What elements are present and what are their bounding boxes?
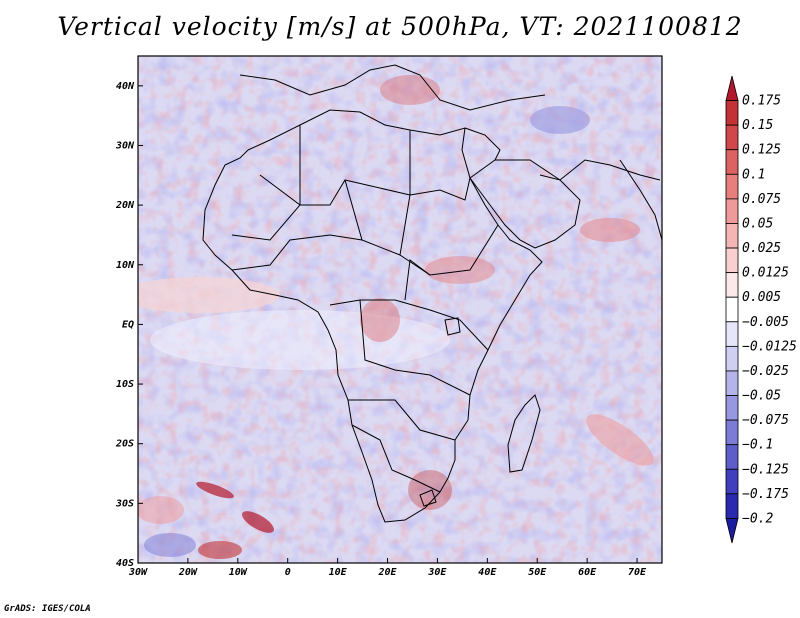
colorbar-swatch bbox=[725, 247, 739, 274]
lesotho bbox=[419, 489, 437, 507]
x-tick-label: 70E bbox=[628, 567, 647, 578]
x-tick-label: 10W bbox=[229, 567, 248, 578]
y-tick-label: 20N bbox=[115, 200, 135, 211]
chart-title: Vertical velocity [m/s] at 500hPa, VT: 2… bbox=[57, 12, 743, 41]
border-5 bbox=[399, 224, 499, 276]
border-2 bbox=[231, 174, 301, 241]
colorbar-swatch bbox=[725, 173, 739, 200]
colorbar-swatch bbox=[725, 395, 739, 421]
border-6 bbox=[329, 299, 489, 351]
credit-text: GrADS: IGES/COLA bbox=[4, 604, 91, 614]
colorbar-label: 0.125 bbox=[742, 143, 781, 158]
velocity-field bbox=[138, 56, 662, 563]
colorbar-label: −0.005 bbox=[742, 315, 789, 330]
colorbar-label: 0.005 bbox=[742, 290, 781, 305]
colorbar-label: −0.2 bbox=[742, 511, 773, 526]
colorbar-label: 0.025 bbox=[742, 241, 781, 256]
border-11 bbox=[404, 259, 431, 301]
colorbar-swatch bbox=[725, 518, 739, 544]
x-tick-label: 30E bbox=[427, 567, 447, 578]
colorbar-label: 0.15 bbox=[742, 118, 773, 133]
border-1 bbox=[299, 125, 411, 206]
colorbar: 0.175 0.15 0.125 0.1 0.075 0.05 0.025 0.0125 0.0… bbox=[725, 75, 797, 544]
x-tick-label: 0 bbox=[285, 567, 291, 578]
x-tick-label: 30W bbox=[128, 567, 148, 578]
colorbar-label: −0.075 bbox=[742, 413, 789, 428]
coastlines bbox=[202, 64, 662, 523]
map-frame bbox=[137, 55, 663, 564]
colorbar-label: −0.125 bbox=[742, 462, 789, 477]
colorbar-label: 0.1 bbox=[742, 167, 765, 182]
border-7 bbox=[359, 299, 471, 396]
y-tick-label: 10N bbox=[116, 260, 135, 271]
colorbar-label: −0.025 bbox=[742, 364, 789, 379]
persian-gulf bbox=[539, 159, 661, 181]
red-sea bbox=[464, 127, 501, 161]
colorbar-label: −0.0125 bbox=[742, 339, 797, 354]
colorbar-swatch bbox=[725, 493, 739, 519]
border-10 bbox=[231, 234, 363, 271]
colorbar-swatch bbox=[725, 345, 739, 372]
y-tick-label: 40S bbox=[116, 558, 134, 569]
colorbar-label: −0.1 bbox=[742, 438, 773, 453]
x-tick-label: 40E bbox=[478, 567, 497, 578]
x-tick-label: 20E bbox=[377, 567, 397, 578]
border-4 bbox=[409, 177, 471, 201]
x-tick-label: 20W bbox=[178, 567, 198, 578]
colorbar-swatch bbox=[725, 223, 739, 249]
colorbar-swatch bbox=[725, 444, 739, 470]
colorbar-label: 0.175 bbox=[742, 94, 781, 109]
madagascar-coast bbox=[507, 394, 541, 473]
india-coast bbox=[619, 159, 662, 241]
colorbar-swatch bbox=[725, 198, 739, 224]
x-tick-label: 50E bbox=[528, 567, 547, 578]
y-tick-label: 30N bbox=[115, 140, 135, 151]
colorbar-label: −0.05 bbox=[742, 389, 781, 404]
y-tick-label: 30S bbox=[115, 498, 134, 509]
colorbar-swatch bbox=[725, 75, 739, 101]
x-tick-label: 60E bbox=[578, 567, 597, 578]
x-tick-label: 10E bbox=[329, 567, 348, 578]
y-tick-label: 40N bbox=[116, 81, 135, 92]
lake-victoria bbox=[444, 317, 461, 336]
border-9 bbox=[351, 424, 441, 493]
colorbar-swatch bbox=[725, 272, 739, 298]
colorbar-swatch bbox=[725, 124, 739, 151]
colorbar-swatch bbox=[725, 100, 739, 126]
colorbar-swatch bbox=[725, 321, 739, 347]
arabia-coast bbox=[469, 159, 581, 249]
y-tick-label: 20S bbox=[115, 439, 134, 450]
x-axis: 30W 20W 10W 0 10E 20E 30E 40E 50E 60E 70E bbox=[128, 558, 647, 578]
y-axis: 40N 30N 20N 10N EQ 10S 20S 30S 40S bbox=[115, 81, 143, 569]
colorbar-swatch bbox=[725, 296, 739, 323]
y-tick-label: 10S bbox=[116, 379, 134, 390]
y-tick-label: EQ bbox=[122, 319, 134, 330]
border-3 bbox=[344, 179, 411, 256]
colorbar-label: 0.05 bbox=[742, 216, 773, 231]
colorbar-swatch bbox=[725, 468, 739, 495]
colorbar-swatch bbox=[725, 419, 739, 446]
colorbar-swatch bbox=[725, 149, 739, 175]
africa-coast bbox=[202, 109, 543, 523]
border-8 bbox=[348, 399, 456, 441]
colorbar-label: 0.075 bbox=[742, 192, 781, 207]
mediterranean-north bbox=[239, 64, 546, 111]
colorbar-swatch bbox=[725, 370, 739, 396]
colorbar-label: −0.175 bbox=[742, 487, 789, 502]
colorbar-label: 0.0125 bbox=[742, 266, 789, 281]
